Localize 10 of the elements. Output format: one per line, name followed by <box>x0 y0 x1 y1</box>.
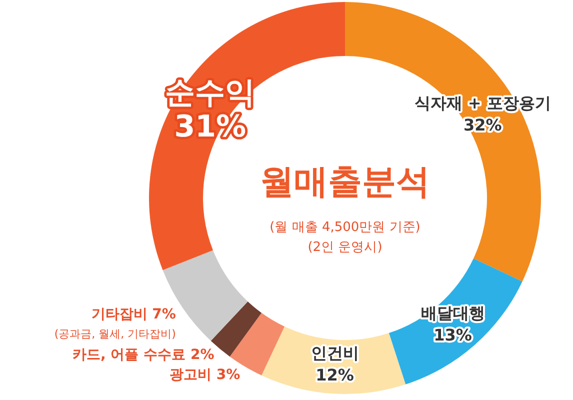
text: (2인 운영시) <box>308 240 382 255</box>
slice-label: 기타잡비 7% <box>91 306 176 323</box>
text: (공과금, 월세, 기타잡비) <box>54 328 176 341</box>
data-label: 13% <box>434 325 472 344</box>
slice-label: 광고비 3% <box>170 366 240 383</box>
slice-label: 카드, 어플 수수료 2% <box>72 346 214 363</box>
text: 월매출분석 <box>260 162 430 202</box>
data-label: 12% <box>316 366 354 385</box>
text: (월 매출 4,500만원 기준) <box>270 220 420 235</box>
slice-label: 인건비 <box>310 344 359 363</box>
